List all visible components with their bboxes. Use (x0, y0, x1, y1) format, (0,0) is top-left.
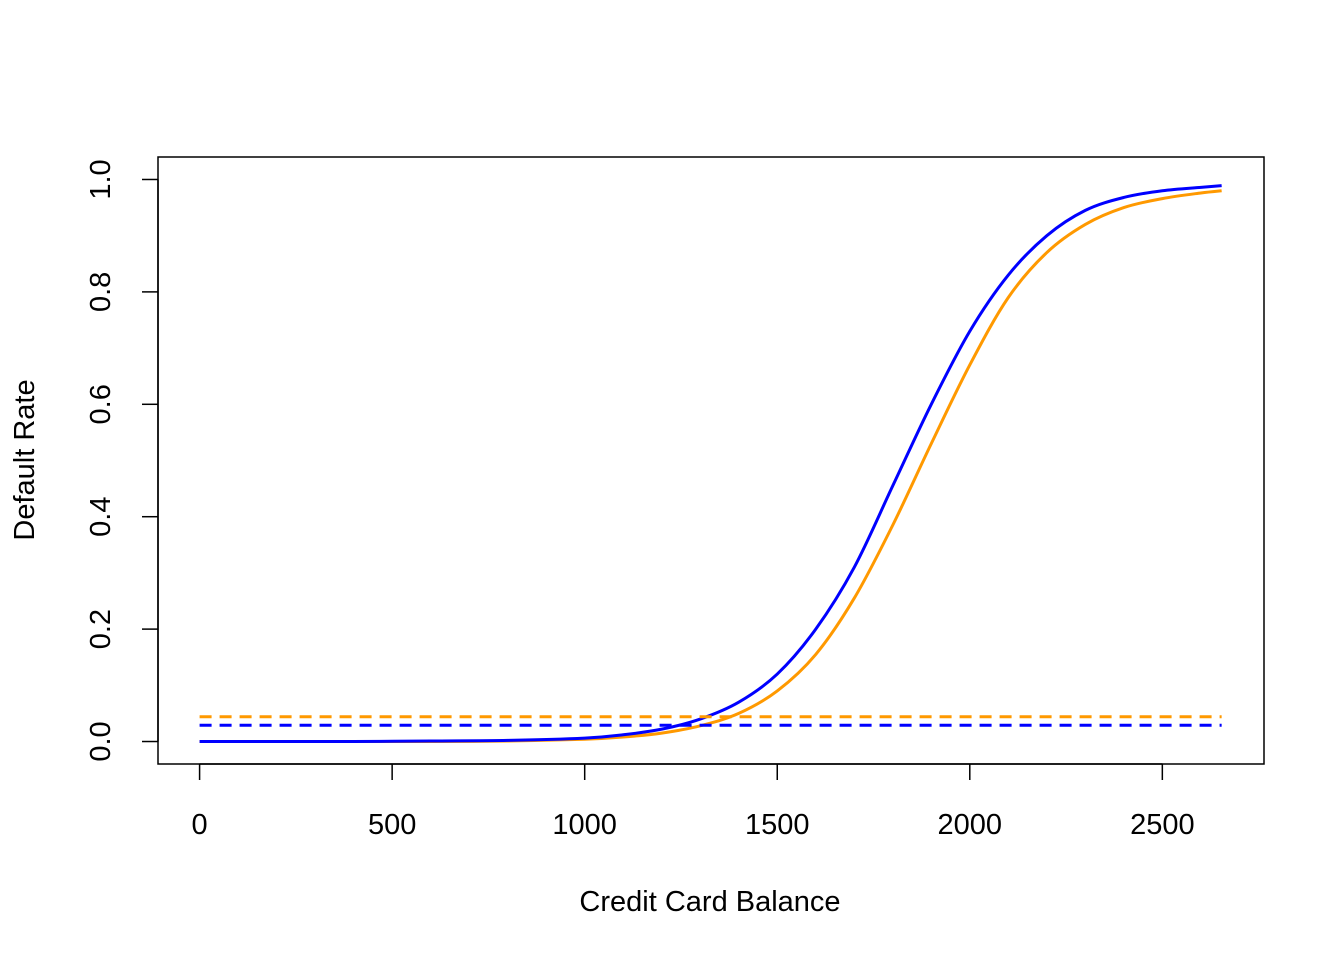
series-layer (199, 184, 1222, 744)
y-tick-label: 0.8 (85, 272, 117, 312)
x-tick-label: 2500 (1130, 809, 1195, 841)
y-tick-label: 0.0 (85, 721, 117, 761)
series-line-0 (199, 189, 1222, 744)
y-tick-label: 0.6 (85, 384, 117, 424)
x-axis: 0 500 1000 1500 2000 2500 (192, 763, 1195, 841)
y-axis: 0.0 0.2 0.4 0.6 0.8 1.0 (85, 159, 159, 762)
y-axis-label: Default Rate (9, 379, 41, 540)
x-tick-label: 1500 (745, 809, 810, 841)
x-tick-label: 0 (192, 809, 208, 841)
x-tick-label: 500 (368, 809, 416, 841)
x-tick-label: 2000 (938, 809, 1003, 841)
plot-frame (157, 156, 1265, 765)
series-line-1 (199, 184, 1222, 744)
x-axis-label: Credit Card Balance (579, 886, 840, 918)
x-tick-label: 1000 (552, 809, 617, 841)
y-tick-label: 0.2 (85, 609, 117, 649)
y-tick-label: 1.0 (85, 159, 117, 199)
y-tick-label: 0.4 (85, 497, 117, 537)
